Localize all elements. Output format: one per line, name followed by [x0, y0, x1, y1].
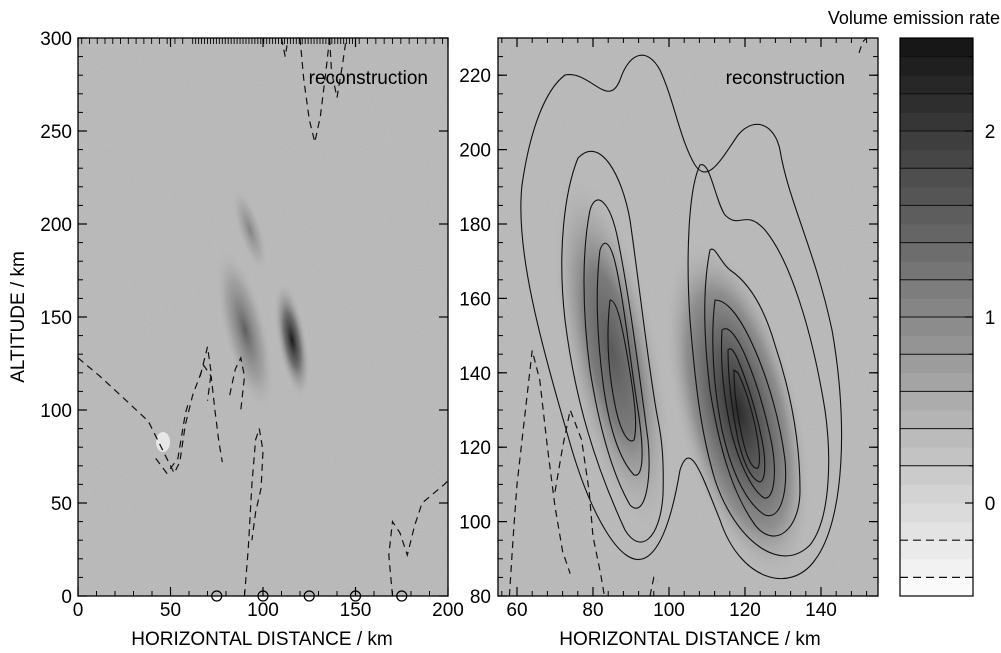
colorbar-band: [900, 112, 973, 132]
left-bright-spot: [156, 432, 170, 452]
left-dashed-contour: [199, 346, 212, 401]
left-dashed-contour: [299, 38, 331, 143]
right-plot-frame: [497, 37, 879, 597]
left-y-tick-label: 150: [40, 308, 72, 329]
left-y-tick-label: 300: [40, 29, 72, 50]
colorbar-band: [900, 56, 973, 76]
colorbar-band: [900, 428, 973, 448]
left-y-tick-label: 200: [40, 215, 72, 236]
left-axes: 0 50 100 150 200 0 50 100 150 200 250 300: [40, 29, 464, 621]
right-axes: 60 80 100 120 140 80 100 120 140 160 180 200 220: [459, 37, 878, 621]
colorbar-band: [900, 205, 973, 225]
colorbar-band: [900, 391, 973, 411]
left-dashed-contours: [78, 38, 448, 596]
left-y-tick-label: 0: [61, 587, 72, 608]
right-y-tick-label: 120: [459, 438, 491, 459]
colorbar-band: [900, 372, 973, 392]
left-dashed-contour: [280, 38, 288, 57]
right-blob-right: [664, 239, 812, 581]
left-dashed-contour: [329, 38, 347, 98]
colorbar-band: [900, 317, 973, 337]
right-x-tick-label: 120: [729, 600, 761, 621]
left-y-tick-label: 100: [40, 401, 72, 422]
right-dashed-contours: [508, 38, 868, 596]
colorbar-band: [900, 447, 973, 467]
colorbar-band: [900, 465, 973, 485]
right-x-tick-label: 60: [506, 600, 527, 621]
colorbar-band: [900, 131, 973, 151]
right-dashed-contour: [508, 350, 571, 596]
left-y-tick-label: 250: [40, 122, 72, 143]
colorbar-tick-label: 1: [985, 308, 996, 329]
right-y-tick-label: 180: [459, 215, 491, 236]
right-panel: 60 80 100 120 140 80 100 120 140 160 180 200 220 rec…: [459, 37, 879, 650]
colorbar-band: [900, 484, 973, 504]
right-dashed-contour: [858, 38, 868, 54]
right-dashed-contour: [554, 407, 605, 596]
right-panel-annotation: reconstruction: [726, 68, 845, 89]
left-dashed-contour: [155, 400, 190, 475]
colorbar-band: [900, 186, 973, 206]
left-x-tick-label: 150: [340, 600, 372, 621]
right-y-tick-label: 80: [470, 587, 491, 608]
right-y-tick-label: 160: [459, 289, 491, 310]
colorbar-title: Volume emission rate: [828, 8, 1000, 28]
colorbar-band: [900, 298, 973, 318]
left-x-tick-label: 0: [73, 600, 84, 621]
right-y-tick-label: 220: [459, 66, 491, 87]
colorbar: Volume emission rate 0 1 2: [828, 8, 1000, 597]
colorbar-band: [900, 242, 973, 262]
right-x-axis-label: HORIZONTAL DISTANCE / km: [559, 629, 820, 650]
left-y-tick-label: 50: [51, 494, 72, 515]
right-blob-left: [551, 170, 673, 534]
colorbar-bands: [900, 38, 973, 597]
right-y-tick-label: 140: [459, 364, 491, 385]
left-x-axis-label: HORIZONTAL DISTANCE / km: [131, 629, 392, 650]
colorbar-band: [900, 75, 973, 95]
colorbar-band: [900, 261, 973, 281]
left-dashed-contour: [229, 356, 246, 411]
colorbar-ticks: 0 1 2: [965, 56, 996, 578]
right-x-tick-label: 80: [582, 600, 603, 621]
colorbar-band: [900, 410, 973, 430]
colorbar-band: [900, 279, 973, 299]
colorbar-band: [900, 558, 973, 578]
left-x-tick-label: 50: [160, 600, 181, 621]
left-top-rug: [81, 38, 443, 44]
left-x-tick-label: 200: [432, 600, 464, 621]
left-dashed-contour: [78, 357, 223, 475]
left-dashed-contour: [388, 480, 448, 596]
colorbar-tick-label: 2: [985, 122, 996, 143]
left-plot-frame: [77, 37, 449, 597]
right-y-tick-label: 100: [459, 513, 491, 534]
left-x-tick-label: 100: [247, 600, 279, 621]
colorbar-band: [900, 93, 973, 113]
colorbar-band: [900, 354, 973, 374]
colorbar-band: [900, 521, 973, 541]
colorbar-band: [900, 224, 973, 244]
colorbar-band: [900, 577, 973, 597]
right-x-tick-label: 100: [653, 600, 685, 621]
left-panel: 0 50 100 150 200 0 50 100 150 200 250 300 reconstru…: [8, 29, 464, 650]
colorbar-band: [900, 335, 973, 355]
right-y-tick-label: 200: [459, 141, 491, 162]
right-x-tick-label: 140: [805, 600, 837, 621]
left-streak-strong: [273, 280, 311, 400]
colorbar-band: [900, 38, 973, 58]
left-panel-annotation: reconstruction: [309, 68, 428, 89]
colorbar-tick-label: 0: [985, 494, 996, 515]
right-solid-contours: [520, 54, 843, 580]
colorbar-band: [900, 540, 973, 560]
left-y-axis-label: ALTITUDE / km: [8, 251, 29, 383]
left-streak-upper: [232, 187, 268, 273]
left-streak-weak: [215, 247, 275, 413]
colorbar-band: [900, 149, 973, 169]
right-dashed-contour: [649, 576, 659, 596]
colorbar-band: [900, 168, 973, 188]
colorbar-levels: [900, 56, 973, 579]
colorbar-band: [900, 503, 973, 523]
left-dashed-contour: [243, 428, 264, 596]
